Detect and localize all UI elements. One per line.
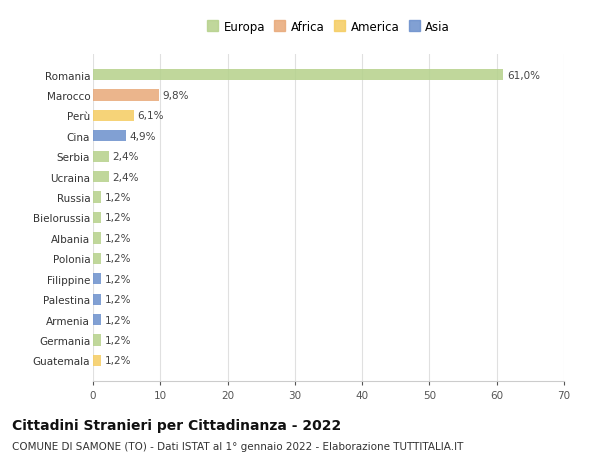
Bar	[93, 314, 101, 325]
Text: 2,4%: 2,4%	[113, 172, 139, 182]
Text: 1,2%: 1,2%	[104, 233, 131, 243]
Text: 1,2%: 1,2%	[104, 193, 131, 203]
Text: 1,2%: 1,2%	[104, 315, 131, 325]
Text: 2,4%: 2,4%	[113, 152, 139, 162]
Text: 1,2%: 1,2%	[104, 254, 131, 264]
Bar	[93, 335, 101, 346]
Bar	[93, 172, 109, 183]
Bar	[93, 253, 101, 264]
Bar	[93, 213, 101, 224]
Text: Cittadini Stranieri per Cittadinanza - 2022: Cittadini Stranieri per Cittadinanza - 2…	[12, 418, 341, 432]
Text: 1,2%: 1,2%	[104, 295, 131, 304]
Text: 1,2%: 1,2%	[104, 335, 131, 345]
Bar	[93, 355, 101, 366]
Bar	[93, 111, 134, 122]
Text: 1,2%: 1,2%	[104, 356, 131, 365]
Bar	[93, 131, 126, 142]
Bar	[93, 294, 101, 305]
Text: 1,2%: 1,2%	[104, 213, 131, 223]
Bar	[93, 233, 101, 244]
Bar	[93, 151, 109, 162]
Bar	[93, 70, 503, 81]
Text: 4,9%: 4,9%	[130, 132, 156, 141]
Text: 61,0%: 61,0%	[507, 71, 540, 80]
Bar	[93, 274, 101, 285]
Bar	[93, 90, 159, 101]
Legend: Europa, Africa, America, Asia: Europa, Africa, America, Asia	[205, 19, 452, 36]
Text: 6,1%: 6,1%	[137, 111, 164, 121]
Text: COMUNE DI SAMONE (TO) - Dati ISTAT al 1° gennaio 2022 - Elaborazione TUTTITALIA.: COMUNE DI SAMONE (TO) - Dati ISTAT al 1°…	[12, 441, 463, 451]
Text: 1,2%: 1,2%	[104, 274, 131, 284]
Text: 9,8%: 9,8%	[163, 91, 189, 101]
Bar	[93, 192, 101, 203]
